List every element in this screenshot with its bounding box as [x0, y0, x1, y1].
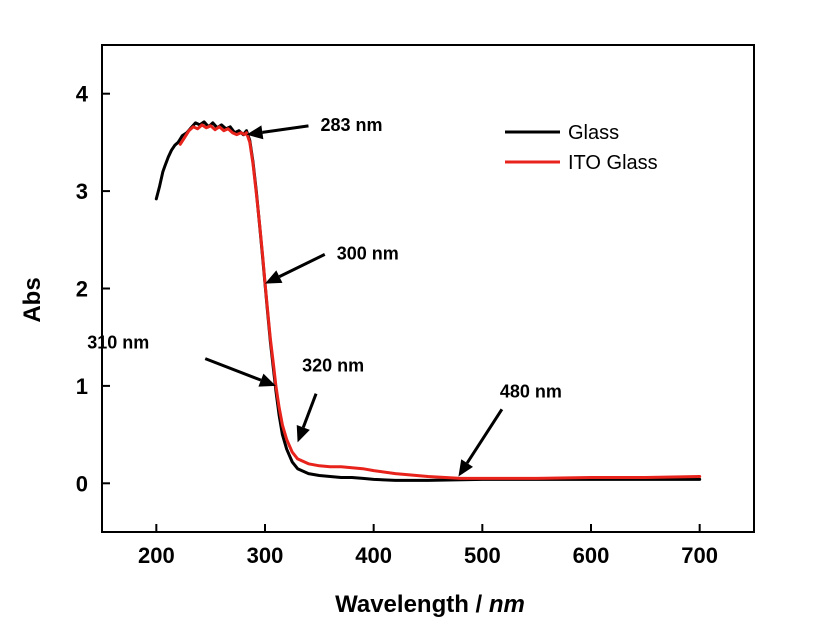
annotation-arrow-310-nm	[205, 359, 261, 381]
annotation-arrow-480-nm-head	[458, 459, 473, 476]
x-tick-label-400: 400	[355, 543, 392, 568]
legend: Glass ITO Glass	[505, 122, 658, 174]
legend-label-ito-glass: ITO Glass	[568, 152, 658, 174]
y-tick-label-4: 4	[76, 82, 89, 107]
series-line-glass	[156, 122, 699, 481]
absorbance-chart: 283 nm300 nm310 nm320 nm480 nm 200300400…	[0, 0, 820, 631]
plot-frame	[102, 45, 754, 532]
x-tick-label-300: 300	[247, 543, 284, 568]
annotation-label-283-nm: 283 nm	[320, 115, 382, 135]
annotation-label-320-nm: 320 nm	[302, 356, 364, 376]
y-tick-label-0: 0	[76, 471, 88, 496]
y-tick-label-1: 1	[76, 374, 88, 399]
annotation-arrow-480-nm	[467, 409, 502, 463]
series-line-ito-glass	[180, 125, 700, 479]
x-axis-title: Wavelength / nm	[335, 591, 525, 618]
annotation-label-300-nm: 300 nm	[337, 243, 399, 263]
x-tick-label-200: 200	[138, 543, 175, 568]
x-axis-title-text: Wavelength /	[335, 591, 489, 618]
series-layer	[156, 122, 699, 481]
y-axis-title: Abs	[19, 277, 46, 322]
x-tick-label-500: 500	[464, 543, 501, 568]
annotation-arrow-320-nm	[303, 394, 316, 428]
x-tick-label-600: 600	[573, 543, 610, 568]
x-tick-label-700: 700	[681, 543, 718, 568]
annotation-arrow-283-nm	[262, 126, 308, 133]
x-axis-title-unit: nm	[489, 591, 525, 618]
annotation-layer: 283 nm 300 nm 310 nm 320 nm 480 nm	[87, 115, 562, 477]
annotation-arrow-300-nm	[279, 254, 324, 276]
annotation-label-310-nm: 310 nm	[87, 333, 149, 353]
annotation-label-480-nm: 480 nm	[500, 381, 562, 401]
y-tick-label-3: 3	[76, 179, 88, 204]
annotation-arrow-320-nm-head	[297, 425, 310, 442]
y-tick-label-2: 2	[76, 277, 88, 302]
legend-label-glass: Glass	[568, 122, 619, 144]
